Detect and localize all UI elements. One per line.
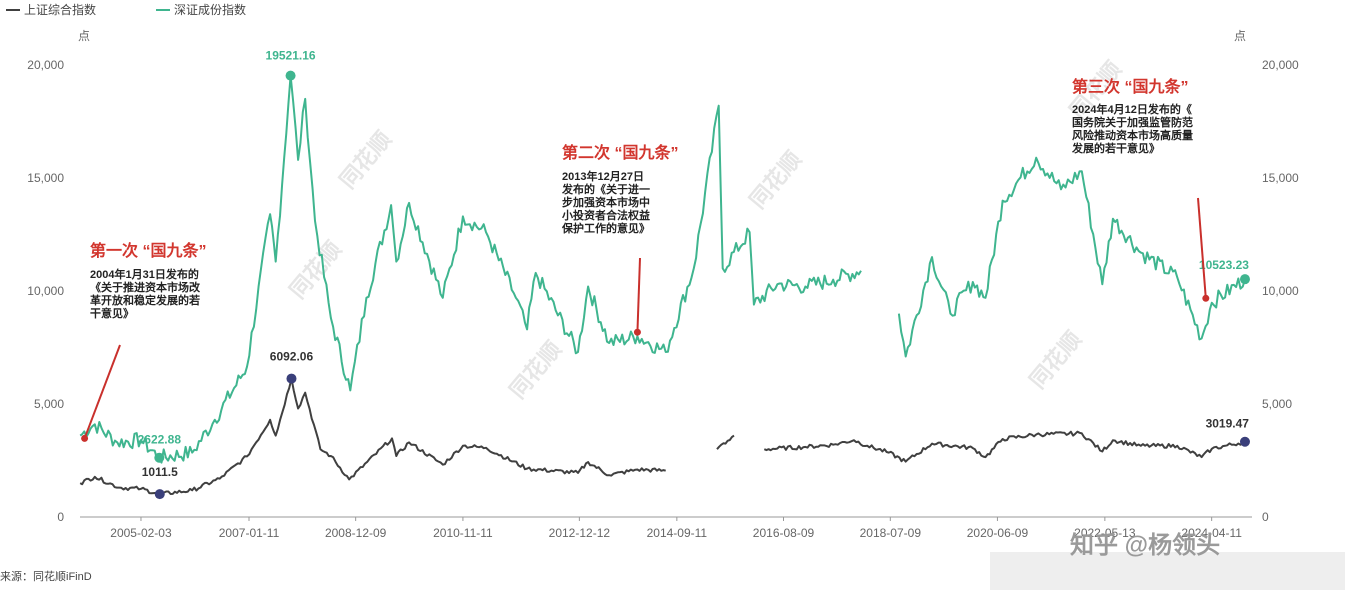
annotation-text: 小投资者合法权益 <box>561 208 650 222</box>
annotation-arrow <box>636 257 641 333</box>
legend: 上证综合指数 深证成份指数 <box>6 2 246 17</box>
x-tick-label: 2016-08-09 <box>753 526 815 540</box>
y-right-unit: 点 <box>1234 29 1246 43</box>
data-point-marker <box>285 70 296 81</box>
x-tick-label: 2018-07-09 <box>860 526 922 540</box>
x-tick-label: 2014-09-11 <box>647 526 708 540</box>
x-tick-label: 2024-04-11 <box>1181 526 1242 540</box>
x-tick-label: 2020-06-09 <box>967 526 1029 540</box>
watermark-text: 同花顺 <box>745 147 807 214</box>
y-right-tick-label: 20,000 <box>1262 58 1299 72</box>
watermark-text: 同花顺 <box>335 127 397 194</box>
annotation-title: 第二次 “国九条” <box>562 143 678 162</box>
x-tick-label: 2012-12-12 <box>549 526 611 540</box>
data-label: 2622.88 <box>138 433 182 447</box>
x-tick-label: 2005-02-03 <box>110 526 172 540</box>
annotation-arrow-head <box>81 434 89 442</box>
data-label: 1011.5 <box>142 465 178 479</box>
y-left-tick-label: 15,000 <box>27 171 64 185</box>
annotation-text: 《关于推进资本市场改 <box>90 280 201 294</box>
annotation-text: 2013年12月27日 <box>562 169 644 183</box>
watermark-text: 同花顺 <box>285 237 347 304</box>
data-label: 19521.16 <box>266 49 316 63</box>
annotation-text: 2004年1月31日发布的 <box>90 267 199 281</box>
y-right-tick-label: 0 <box>1262 510 1269 524</box>
shanghai-series-line <box>716 434 735 450</box>
shanghai-series-line <box>763 430 1246 463</box>
annotations: 第一次 “国九条” 2004年1月31日发布的《关于推进资本市场改革开放和稳定发展… <box>81 77 1210 442</box>
annotation-arrow <box>83 344 121 439</box>
legend-label: 深证成份指数 <box>174 2 246 17</box>
x-tick-label: 2010-11-11 <box>433 526 493 540</box>
footer: 来源：同花顺iFinD 知乎 @杨领头 <box>0 531 1345 590</box>
watermark-text: 同花顺 <box>505 337 567 404</box>
series-layer <box>79 74 1246 496</box>
y-left-unit: 点 <box>78 29 90 43</box>
y-right-tick-label: 5,000 <box>1262 397 1292 411</box>
y-left-tick-label: 20,000 <box>27 58 64 72</box>
x-tick-label: 2008-12-09 <box>325 526 387 540</box>
data-label: 6092.06 <box>270 350 314 364</box>
y-left-tick-label: 5,000 <box>34 397 64 411</box>
annotation-text: 保护工作的意见》 <box>561 221 650 235</box>
annotation-title: 第一次 “国九条” <box>90 241 206 260</box>
data-point-marker <box>154 452 165 463</box>
annotation-text: 发展的若干意见》 <box>1071 141 1160 155</box>
x-tick-label: 2022-05-13 <box>1074 526 1136 540</box>
shenzhen-series-line <box>897 156 1246 358</box>
annotation-text: 风险推动资本市场高质量 <box>1072 128 1193 142</box>
shanghai-series-line <box>79 377 666 496</box>
credit-backdrop <box>990 552 1345 590</box>
y-right-tick-label: 15,000 <box>1262 171 1299 185</box>
x-tick-label: 2007-01-11 <box>219 526 280 540</box>
annotation-text: 步加强资本市场中 <box>562 195 650 209</box>
peak-markers: 19521.16 2622.88 10523.23 6092.06 1011.5 3019… <box>138 49 1250 500</box>
data-point-marker <box>154 489 165 500</box>
watermark-text: 同花顺 <box>1025 327 1087 394</box>
data-point-marker <box>1239 436 1250 447</box>
data-point-marker <box>286 373 297 384</box>
annotation-arrow-head <box>1202 294 1210 302</box>
axes: 点 点 0 5,000 10,000 15,000 20,000 0 5,000 10,000 15… <box>27 29 1299 540</box>
shenzhen-series-line <box>79 74 862 464</box>
annotation-text: 革开放和稳定发展的若 <box>90 293 200 307</box>
annotation-title: 第三次 “国九条” <box>1072 77 1188 96</box>
data-label: 10523.23 <box>1199 258 1249 272</box>
annotation-text: 2024年4月12日发布的《 <box>1072 102 1192 116</box>
source-note: 来源：同花顺iFinD <box>0 569 92 583</box>
annotation-text: 发布的《关于进一 <box>561 182 650 196</box>
legend-label: 上证综合指数 <box>24 2 96 17</box>
data-label: 3019.47 <box>1206 417 1250 431</box>
y-left-tick-label: 0 <box>57 510 64 524</box>
y-right-tick-label: 10,000 <box>1262 284 1299 298</box>
data-point-marker <box>1239 274 1250 285</box>
annotation-text: 干意见》 <box>90 306 134 320</box>
annotation-arrow-head <box>633 328 641 336</box>
annotation-text: 国务院关于加强监管防范 <box>1072 115 1193 129</box>
credit-watermark: 知乎 @杨领头 <box>1070 531 1220 559</box>
annotation-arrow <box>1197 197 1207 299</box>
y-left-tick-label: 10,000 <box>27 284 64 298</box>
